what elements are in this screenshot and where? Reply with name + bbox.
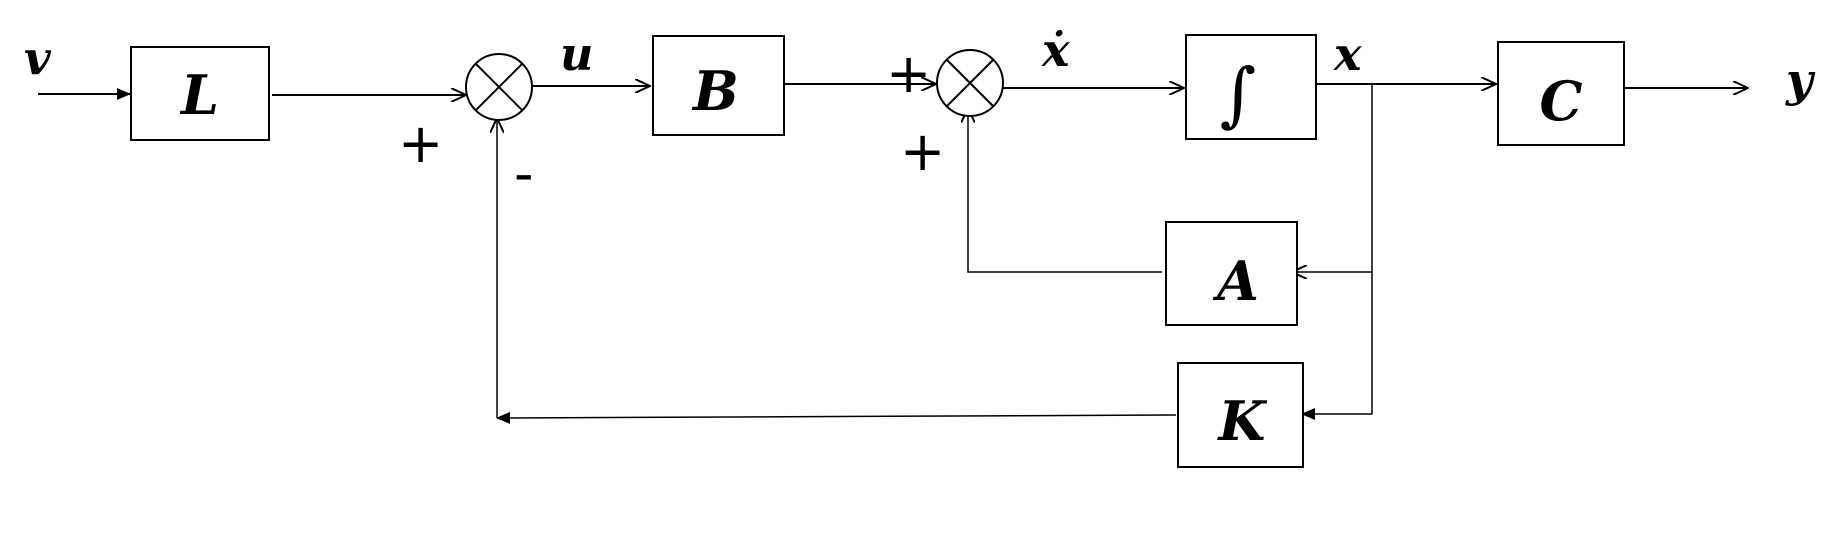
wire-x-to-K (1301, 272, 1373, 420)
summing-junction-2 (936, 49, 1004, 117)
signal-label-y: y (1785, 53, 1816, 107)
block-K-label: K (1217, 389, 1268, 453)
wire-A-to-sum2 (968, 108, 1162, 273)
sign-sum2-plus-feedback: + (900, 120, 945, 183)
signal-label-x: x (1333, 27, 1362, 81)
block-integrator-label: ∫ (1220, 53, 1256, 135)
block-K: K (1177, 362, 1304, 468)
signal-label-v: v (24, 31, 52, 85)
sign-sum1-plus: + (398, 112, 443, 175)
signal-label-xdot: ẋ (1041, 23, 1070, 77)
block-C: C (1497, 41, 1625, 146)
block-L: L (130, 46, 270, 141)
sign-sum2-plus-input: + (886, 42, 931, 105)
summing-junction-1 (465, 53, 533, 121)
wire-K-to-sum1 (496, 411, 1177, 424)
block-L-label: L (179, 63, 219, 127)
sign-sum1-minus: - (514, 142, 534, 205)
block-A-label: A (1212, 249, 1259, 313)
block-integrator: ∫ (1185, 34, 1317, 140)
signal-label-u: u (560, 27, 593, 81)
block-B-label: B (691, 59, 739, 123)
block-C-label: C (1540, 69, 1583, 133)
block-B: B (652, 35, 785, 136)
block-A: A (1165, 221, 1298, 326)
